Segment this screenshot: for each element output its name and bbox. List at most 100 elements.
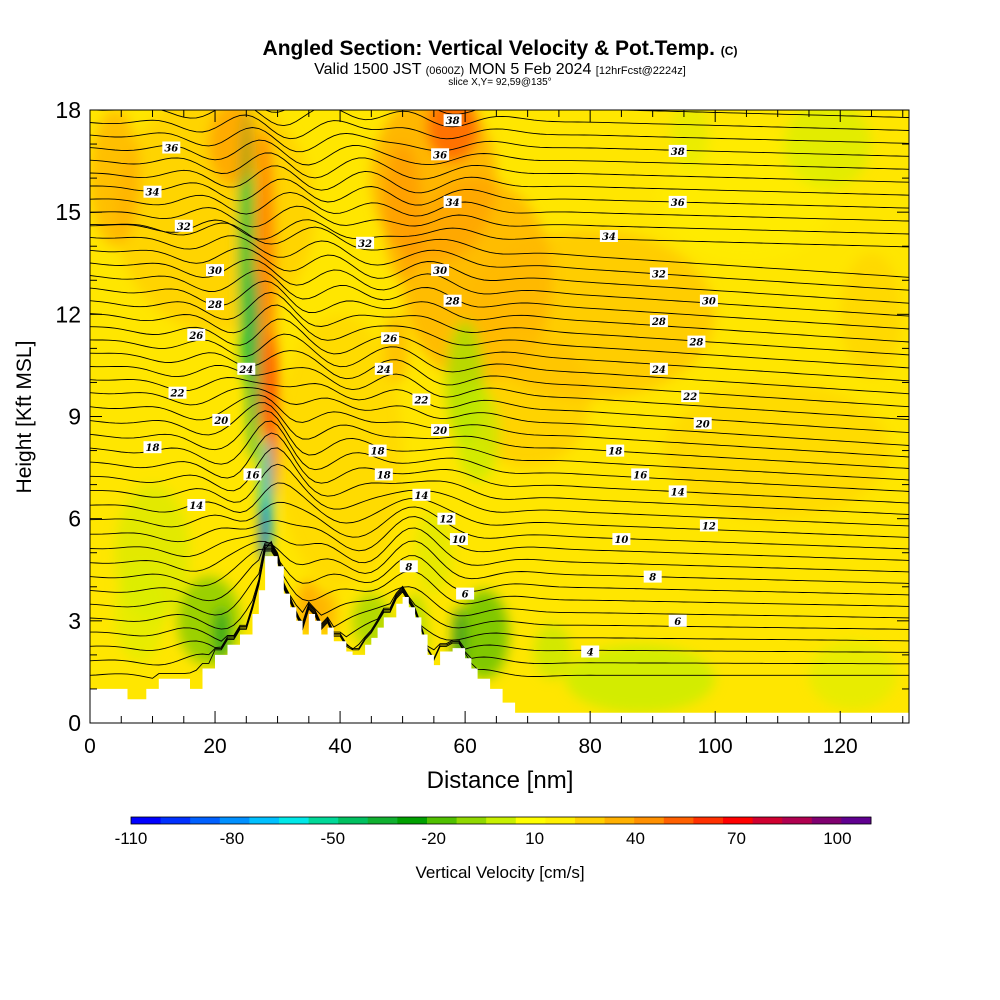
svg-text:22: 22 (170, 389, 185, 400)
isentrope-0 (90, 550, 909, 679)
svg-text:20: 20 (695, 419, 710, 430)
svg-text:16: 16 (633, 470, 647, 481)
svg-text:18: 18 (608, 447, 622, 458)
contour-label-35: 28 (649, 315, 668, 328)
colorbar-label: Vertical Velocity [cm/s] (415, 863, 585, 882)
isentrope-42 (90, 114, 909, 144)
svg-text:30: 30 (433, 266, 447, 277)
isentrope-4 (90, 545, 909, 630)
contour-label-18: 26 (381, 332, 400, 345)
svg-text:14: 14 (189, 501, 203, 512)
colorbar-swatch-5 (279, 817, 309, 824)
svg-text:38: 38 (671, 147, 685, 158)
contour-label-23: 18 (374, 468, 393, 481)
contour-label-28: 6 (456, 587, 475, 601)
contour-label-24: 14 (412, 488, 431, 502)
contour-label-41: 16 (631, 468, 650, 481)
isentrope-39 (90, 152, 909, 183)
contour-label-30: 38 (668, 144, 687, 158)
x-tick-label-5: 100 (698, 735, 733, 758)
colorbar-swatch-20 (723, 817, 753, 824)
velocity-shade-29 (533, 624, 572, 679)
velocity-shade-16 (383, 144, 422, 281)
contour-label-21: 20 (431, 424, 450, 437)
svg-text:6: 6 (462, 590, 469, 601)
y-tick-label-2: 6 (68, 506, 81, 532)
contour-label-16: 30 (431, 264, 450, 277)
isentrope-8 (90, 540, 909, 584)
colorbar-tick-5: 40 (626, 829, 645, 848)
isentrope-10 (90, 516, 909, 561)
colorbar-swatch-19 (693, 817, 724, 824)
contour-label-43: 12 (699, 519, 718, 533)
y-tick-label-1: 3 (68, 608, 81, 634)
contour-label-32: 34 (599, 230, 618, 243)
contour-label-6: 24 (237, 362, 256, 376)
svg-text:30: 30 (702, 297, 716, 308)
contour-label-46: 6 (668, 614, 687, 628)
isentrope-11 (90, 501, 909, 550)
contour-label-42: 14 (668, 485, 687, 498)
colorbar-swatch-4 (249, 817, 280, 824)
isentrope-24 (90, 333, 909, 395)
svg-text:28: 28 (207, 300, 222, 311)
isentrope-41 (90, 127, 909, 157)
colorbar-tick-1: -80 (220, 829, 245, 848)
contour-label-44: 10 (612, 533, 631, 546)
isentrope-23 (90, 350, 909, 408)
svg-text:36: 36 (671, 198, 685, 209)
isentrope-38 (90, 165, 909, 196)
svg-text:32: 32 (652, 270, 666, 281)
velocity-shade-22 (115, 566, 165, 662)
svg-text:14: 14 (671, 487, 685, 498)
contour-label-14: 34 (443, 195, 462, 209)
colorbar-tick-2: -50 (321, 829, 346, 848)
contour-label-11: 14 (187, 499, 206, 512)
svg-text:12: 12 (439, 515, 453, 526)
colorbar-tick-3: -20 (421, 829, 446, 848)
colorbar-swatch-13 (515, 817, 546, 824)
svg-text:36: 36 (164, 144, 178, 155)
contour-label-13: 36 (431, 148, 450, 161)
colorbar-swatch-1 (160, 817, 191, 824)
contour-label-9: 18 (143, 441, 162, 454)
velocity-shade-20 (213, 607, 229, 662)
isentrope-31 (90, 247, 909, 304)
x-tick-label-6: 120 (823, 735, 858, 758)
isentrope-40 (90, 139, 909, 170)
isentrope-18 (90, 402, 909, 469)
contour-label-5: 26 (187, 328, 206, 342)
svg-text:30: 30 (208, 266, 222, 277)
terrain-mask (90, 556, 909, 723)
isentrope-37 (90, 178, 909, 209)
contour-label-1: 34 (143, 185, 162, 199)
contour-label-2: 32 (174, 219, 193, 233)
x-tick-label-3: 60 (453, 735, 476, 758)
svg-text:18: 18 (377, 470, 391, 481)
svg-text:8: 8 (649, 573, 656, 584)
contour-label-20: 22 (412, 393, 431, 407)
velocity-shade-31 (783, 110, 872, 189)
isentrope-1 (90, 549, 909, 666)
isentrope-22 (90, 364, 909, 421)
isentrope-36 (90, 191, 909, 222)
svg-text:28: 28 (688, 338, 703, 349)
svg-text:4: 4 (587, 648, 594, 659)
isentrope-27 (90, 291, 909, 356)
isentrope-44 (264, 110, 909, 118)
contour-label-27: 8 (399, 560, 418, 573)
contour-label-39: 20 (693, 417, 712, 430)
colorbar-tick-7: 100 (823, 829, 851, 848)
velocity-shade-23 (458, 590, 509, 679)
contour-label-38: 22 (681, 390, 700, 403)
contour-label-25: 12 (437, 512, 456, 526)
svg-text:8: 8 (405, 562, 412, 573)
colorbar-swatch-2 (190, 817, 221, 824)
svg-text:22: 22 (413, 396, 428, 407)
contour-label-40: 18 (606, 444, 625, 458)
svg-text:32: 32 (177, 222, 191, 233)
isentrope-45 (90, 77, 909, 104)
isentrope-17 (90, 410, 909, 481)
y-axis-label: Height [Kft MSL] (13, 340, 36, 494)
